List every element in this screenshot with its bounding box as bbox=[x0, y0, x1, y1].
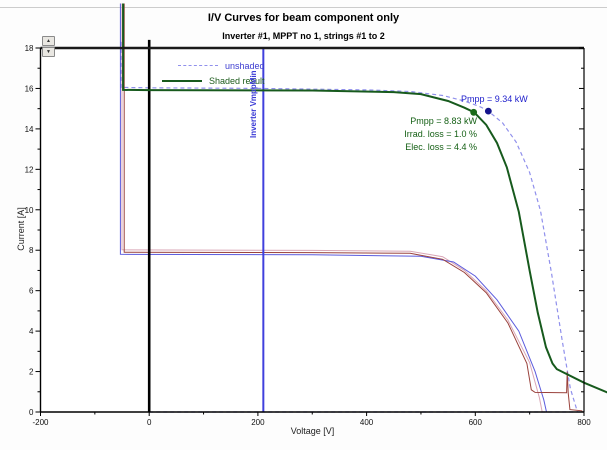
y-tick-label: 2 bbox=[29, 368, 34, 377]
legend: unshaded Shaded result bbox=[148, 58, 265, 88]
unshaded-line-sample-icon bbox=[178, 65, 218, 66]
legend-label: unshaded bbox=[225, 60, 265, 71]
curve-shaded-result bbox=[122, 3, 607, 394]
chart-subtitle: Inverter #1, MPPT no 1, strings #1 to 2 bbox=[222, 31, 385, 41]
curve-unshaded bbox=[120, 41, 579, 413]
y-tick-label: 16 bbox=[25, 84, 34, 93]
y-tick-label: 0 bbox=[29, 408, 34, 417]
plot-area bbox=[40, 48, 584, 412]
electrical-loss: Elec. loss = 4.4 % bbox=[405, 142, 477, 152]
y-axis-title: Current [A] bbox=[16, 207, 26, 251]
y-tick-label: 12 bbox=[25, 165, 34, 174]
x-tick-label: 0 bbox=[147, 418, 152, 427]
shaded-mpp-annotation: Pmpp = 8.83 kW Irrad. loss = 1.0 % Elec.… bbox=[391, 115, 477, 154]
legend-label: Shaded result bbox=[209, 75, 265, 86]
irradiance-loss: Irrad. loss = 1.0 % bbox=[404, 129, 477, 139]
y-tick-label: 18 bbox=[25, 44, 34, 53]
y-max-spinner: ▲ ▼ bbox=[42, 36, 55, 57]
inverter-vmpp-min-label: Inverter VmppMin bbox=[249, 70, 258, 138]
unshaded-mpp-annotation: Pmpp = 9.34 kW bbox=[461, 94, 528, 104]
y-tick-label: 6 bbox=[29, 287, 34, 296]
curve-string-1-shaded bbox=[121, 3, 543, 413]
y-tick-label: 10 bbox=[25, 206, 34, 215]
x-tick-label: 800 bbox=[577, 418, 591, 427]
shaded-mpp-dot bbox=[470, 108, 478, 116]
y-tick-label: 8 bbox=[29, 246, 34, 255]
shaded-mpp-power: Pmpp = 8.83 kW bbox=[410, 116, 477, 126]
spin-down-button[interactable]: ▼ bbox=[42, 47, 55, 57]
shaded-result-line-sample-icon bbox=[162, 79, 202, 82]
chart-title: I/V Curves for beam component only bbox=[207, 12, 400, 24]
y-tick-label: 4 bbox=[29, 327, 34, 336]
x-tick-label: 600 bbox=[469, 418, 483, 427]
x-tick-label: 200 bbox=[251, 418, 265, 427]
panel-top-border bbox=[0, 7, 607, 8]
curve-string-3-shaded bbox=[123, 3, 583, 413]
unshaded-mpp-dot bbox=[484, 107, 492, 115]
curve-string-2-shaded bbox=[119, 3, 547, 413]
legend-item-unshaded: unshaded bbox=[148, 58, 265, 73]
spin-up-button[interactable]: ▲ bbox=[42, 36, 55, 46]
legend-item-shaded-result: Shaded result bbox=[162, 73, 265, 88]
x-axis-title: Voltage [V] bbox=[290, 426, 335, 436]
x-tick-label: -200 bbox=[32, 418, 49, 427]
x-tick-label: 400 bbox=[360, 418, 374, 427]
y-tick-label: 14 bbox=[25, 125, 34, 134]
